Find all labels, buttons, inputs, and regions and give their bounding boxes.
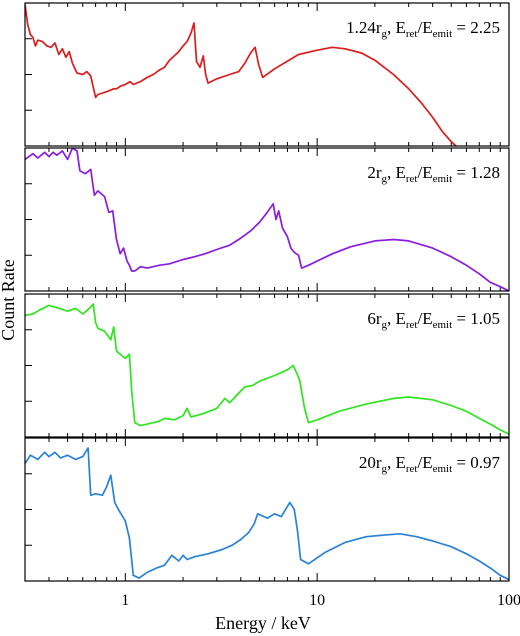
panel-2: 2rg, Eret/Eemit = 1.28: [24, 147, 510, 292]
x-axis-label: Energy / keV: [215, 613, 311, 633]
panel-annotation: 1.24rg, Eret/Eemit = 2.25: [346, 18, 500, 40]
panel-frame: [24, 437, 510, 582]
panel-annotation: 2rg, Eret/Eemit = 1.28: [367, 163, 500, 185]
series-line-3: [25, 303, 509, 435]
series-line-4: [25, 447, 509, 581]
series-line-1: [25, 4, 457, 146]
x-tick-label: 100: [497, 592, 520, 609]
panel-frame: [24, 293, 510, 438]
x-tick-label: 1: [121, 592, 129, 609]
x-axis: 1 10 100: [121, 592, 520, 609]
panel-3: 6rg, Eret/Eemit = 1.05: [24, 293, 510, 438]
panel-1: 1.24rg, Eret/Eemit = 2.25: [24, 2, 510, 147]
y-axis-label: Count Rate: [0, 259, 18, 341]
series-line-2: [25, 148, 509, 291]
panel-annotation: 6rg, Eret/Eemit = 1.05: [367, 309, 500, 331]
panel-annotation: 20rg, Eret/Eemit = 0.97: [359, 453, 501, 475]
x-tick-label: 10: [309, 592, 325, 609]
panel-4: 20rg, Eret/Eemit = 0.97: [24, 437, 510, 582]
panel-frame: [24, 147, 510, 292]
panel-frame: [24, 2, 510, 147]
panels: 1.24rg, Eret/Eemit = 2.25 2rg, Eret/Eemit…: [24, 2, 510, 582]
